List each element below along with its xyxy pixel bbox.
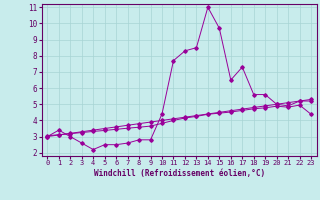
X-axis label: Windchill (Refroidissement éolien,°C): Windchill (Refroidissement éolien,°C) [94, 169, 265, 178]
